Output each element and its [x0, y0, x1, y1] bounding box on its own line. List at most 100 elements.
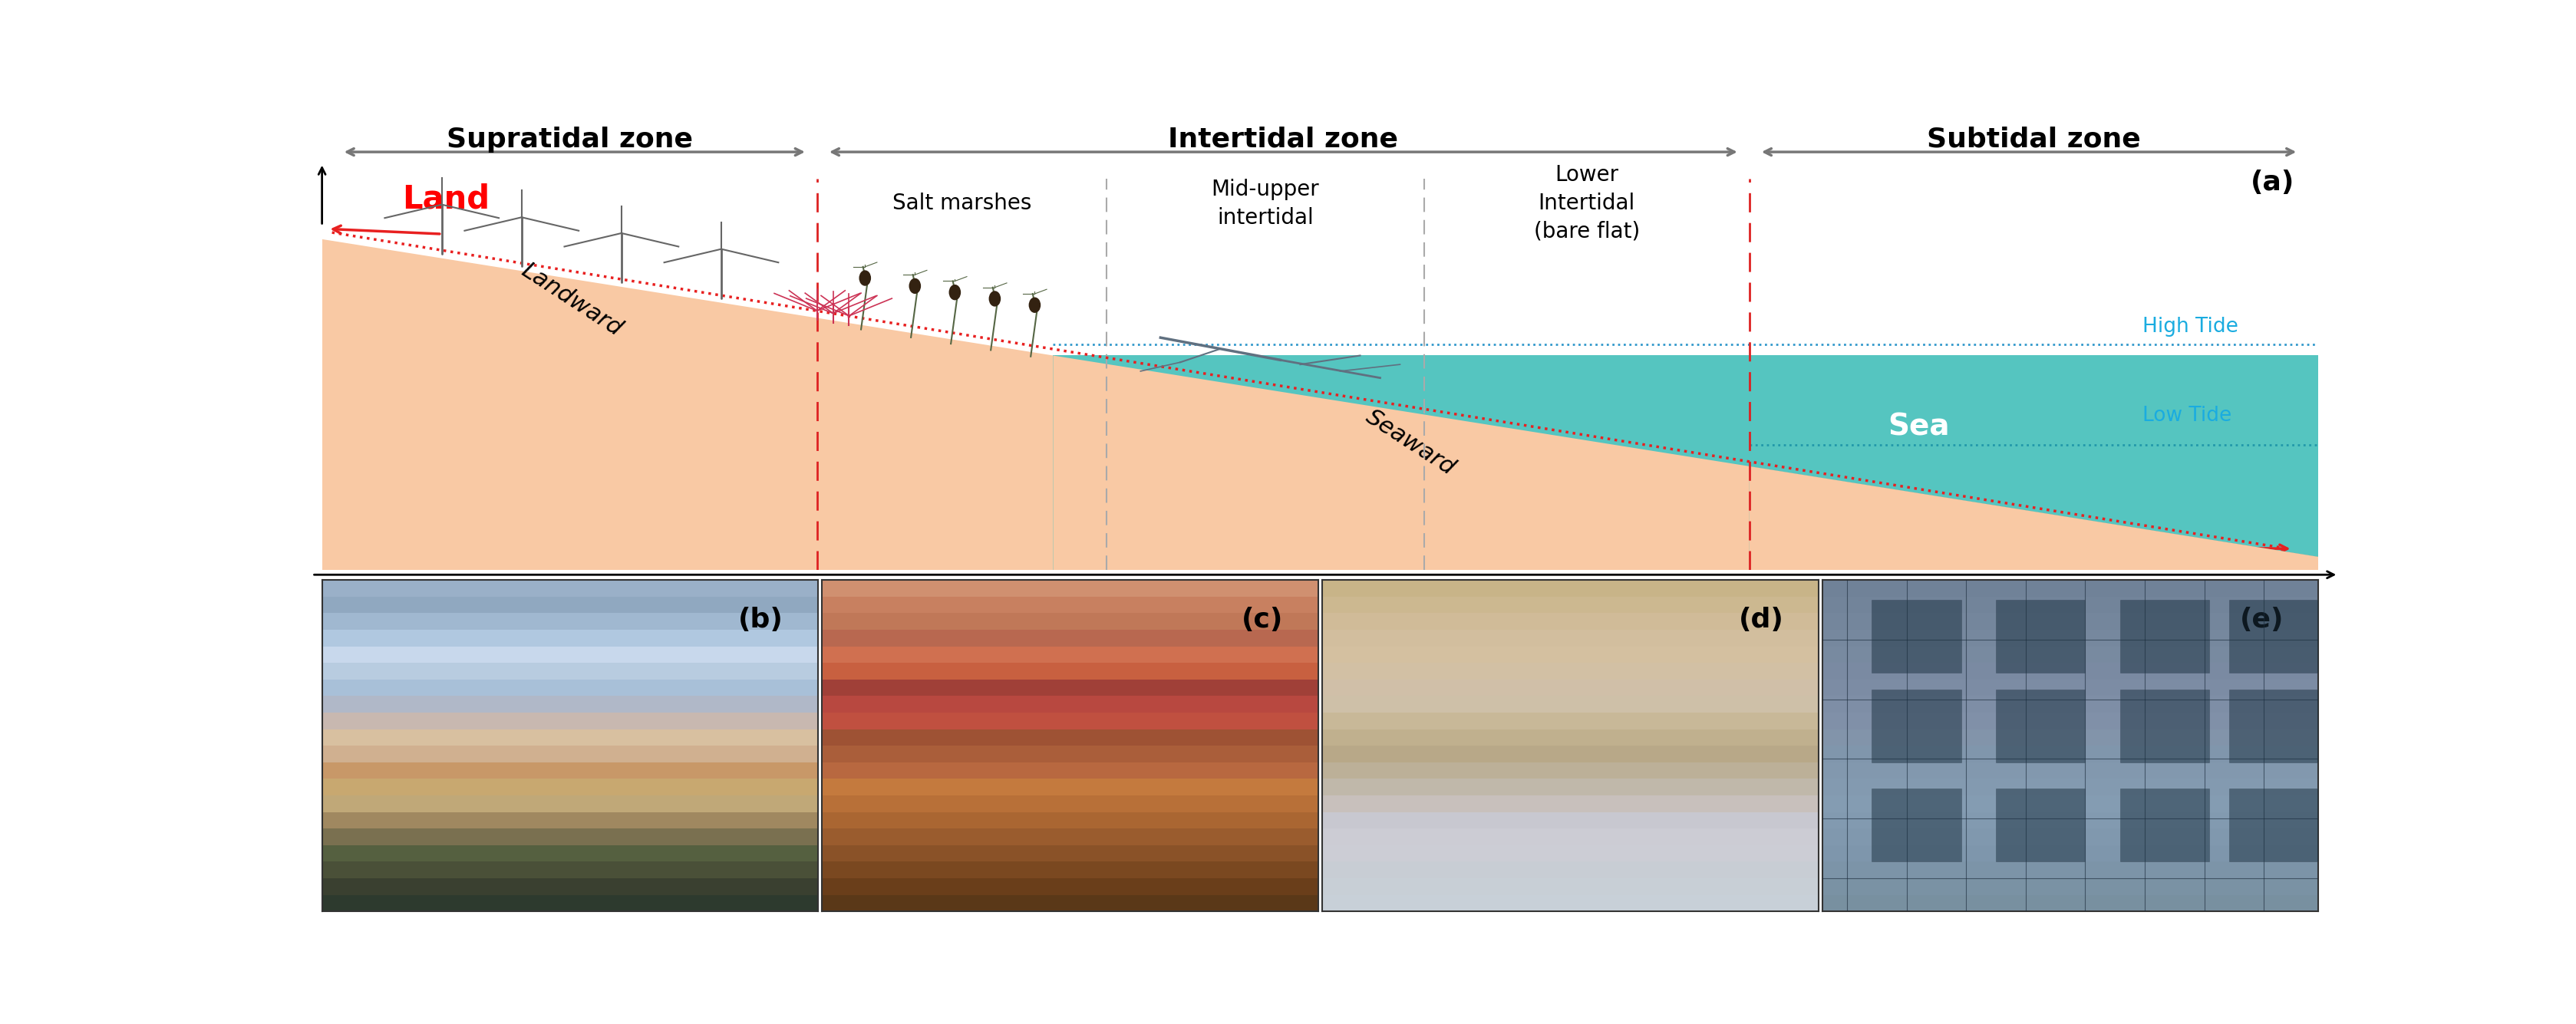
Bar	[1821, 812, 2318, 828]
Bar	[322, 580, 819, 597]
Bar	[1821, 779, 2318, 796]
Bar	[322, 879, 819, 895]
FancyBboxPatch shape	[1996, 689, 2084, 762]
FancyBboxPatch shape	[1873, 689, 1960, 762]
Bar	[822, 597, 1319, 613]
Bar	[1321, 828, 1819, 845]
Bar	[822, 745, 1319, 762]
Ellipse shape	[858, 270, 871, 286]
Bar	[322, 696, 819, 713]
Bar	[1321, 762, 1819, 779]
Bar	[822, 713, 1319, 729]
Bar	[822, 796, 1319, 812]
Ellipse shape	[909, 279, 922, 294]
Polygon shape	[1054, 355, 2318, 570]
FancyBboxPatch shape	[2228, 600, 2318, 673]
Polygon shape	[1054, 355, 2318, 570]
Bar	[1321, 729, 1819, 745]
Ellipse shape	[1028, 297, 1041, 313]
Text: (c): (c)	[1242, 606, 1283, 633]
Bar	[322, 713, 819, 729]
Bar	[1821, 796, 2318, 812]
Bar	[1821, 679, 2318, 696]
Text: Mid-upper
intertidal: Mid-upper intertidal	[1211, 178, 1319, 228]
Bar	[1821, 663, 2318, 679]
FancyBboxPatch shape	[2120, 689, 2210, 762]
FancyBboxPatch shape	[2228, 689, 2318, 762]
Bar	[322, 729, 819, 745]
Bar	[1321, 663, 1819, 679]
Bar	[1321, 812, 1819, 828]
Bar	[1321, 895, 1819, 911]
Bar	[822, 663, 1319, 679]
Bar	[822, 861, 1319, 879]
Bar	[822, 646, 1319, 663]
Bar	[1821, 630, 2318, 646]
Bar	[322, 845, 819, 861]
Bar	[822, 895, 1319, 911]
Bar	[1321, 713, 1819, 729]
Bar	[1321, 879, 1819, 895]
Bar	[1821, 646, 2318, 663]
Bar	[1821, 613, 2318, 630]
Bar	[822, 845, 1319, 861]
FancyBboxPatch shape	[1996, 600, 2084, 673]
Bar	[322, 597, 819, 613]
Bar	[1821, 713, 2318, 729]
Text: High Tide: High Tide	[2143, 316, 2239, 337]
Bar	[822, 613, 1319, 630]
Polygon shape	[1749, 466, 2318, 570]
Bar	[1821, 696, 2318, 713]
Bar	[822, 828, 1319, 845]
Text: Sea: Sea	[1888, 413, 1950, 441]
Bar	[322, 812, 819, 828]
Text: (b): (b)	[739, 606, 783, 633]
Bar	[1821, 580, 2318, 597]
Bar	[322, 630, 819, 646]
Bar	[322, 861, 819, 879]
FancyBboxPatch shape	[1873, 788, 1960, 861]
Text: Supratidal zone: Supratidal zone	[446, 126, 693, 153]
Bar	[822, 679, 1319, 696]
Bar	[1821, 597, 2318, 613]
Bar	[822, 779, 1319, 796]
Text: Subtidal zone: Subtidal zone	[1927, 126, 2141, 153]
Bar	[322, 679, 819, 696]
Bar	[1321, 845, 1819, 861]
Bar	[822, 762, 1319, 779]
Bar	[1321, 646, 1819, 663]
Polygon shape	[1749, 466, 2318, 570]
Bar	[1821, 828, 2318, 845]
Bar	[322, 779, 819, 796]
Bar	[1321, 796, 1819, 812]
Text: Seaward: Seaward	[1360, 406, 1458, 480]
Bar	[822, 630, 1319, 646]
Bar	[1821, 879, 2318, 895]
Bar	[322, 663, 819, 679]
Bar	[322, 895, 819, 911]
Text: (a): (a)	[2251, 170, 2295, 196]
Bar	[1821, 762, 2318, 779]
Bar	[1321, 696, 1819, 713]
Bar	[1321, 580, 1819, 597]
Bar	[1821, 745, 2318, 762]
Bar	[1321, 679, 1819, 696]
Bar	[1821, 729, 2318, 745]
Bar	[1321, 745, 1819, 762]
Bar	[822, 729, 1319, 745]
Bar	[822, 879, 1319, 895]
Text: Salt marshes: Salt marshes	[891, 193, 1030, 214]
FancyBboxPatch shape	[1873, 600, 1960, 673]
Ellipse shape	[989, 291, 999, 306]
Bar	[1321, 630, 1819, 646]
Bar	[322, 796, 819, 812]
FancyBboxPatch shape	[2120, 788, 2210, 861]
Bar	[322, 828, 819, 845]
Text: Lower
Intertidal
(bare flat): Lower Intertidal (bare flat)	[1533, 165, 1641, 243]
Bar	[1821, 895, 2318, 911]
Polygon shape	[322, 240, 2318, 570]
Text: Landward: Landward	[518, 259, 626, 340]
Bar	[822, 696, 1319, 713]
Bar	[322, 745, 819, 762]
Bar	[822, 580, 1319, 597]
